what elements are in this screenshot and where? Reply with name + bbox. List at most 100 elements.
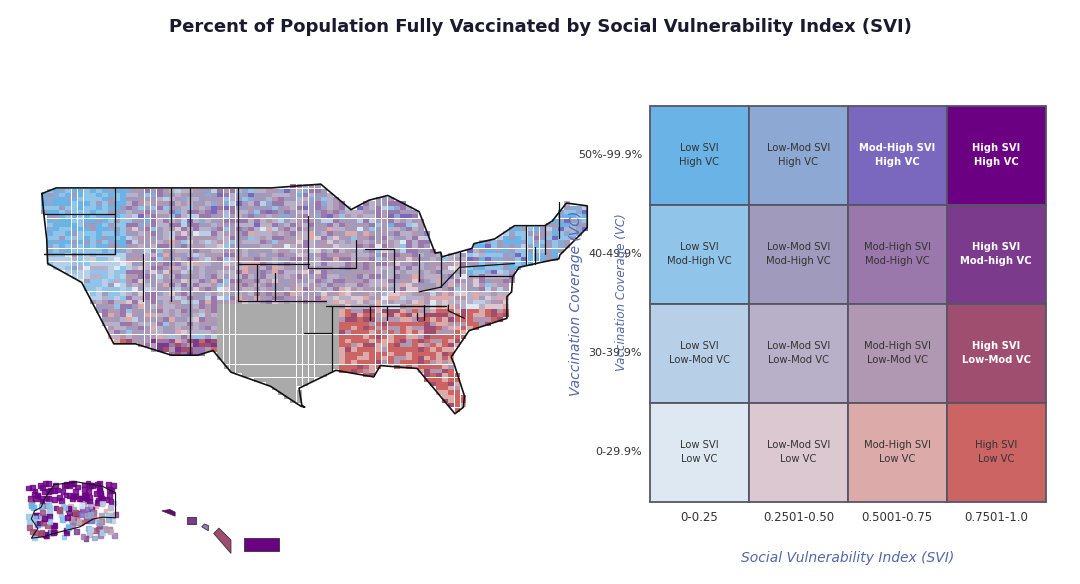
- Bar: [558, 249, 564, 253]
- Bar: [175, 244, 180, 248]
- Point: [104, 516, 121, 525]
- Bar: [175, 189, 180, 193]
- Bar: [314, 244, 321, 248]
- Bar: [510, 266, 515, 270]
- Bar: [314, 266, 321, 270]
- Point: [69, 482, 86, 492]
- Bar: [168, 317, 175, 322]
- Bar: [199, 244, 205, 248]
- Bar: [163, 283, 168, 287]
- Point: [87, 489, 105, 498]
- Point: [38, 501, 55, 510]
- Bar: [108, 335, 113, 339]
- Point: [46, 481, 64, 491]
- Bar: [168, 201, 175, 206]
- Bar: [333, 270, 339, 274]
- Bar: [272, 331, 278, 335]
- Bar: [279, 364, 284, 369]
- Bar: [181, 335, 187, 339]
- Bar: [193, 274, 199, 279]
- Bar: [346, 240, 351, 244]
- Bar: [217, 300, 224, 304]
- Bar: [272, 223, 278, 227]
- Point: [84, 513, 102, 522]
- Bar: [321, 300, 326, 304]
- Bar: [448, 287, 455, 291]
- Bar: [66, 210, 71, 214]
- Bar: [48, 244, 53, 248]
- Bar: [279, 382, 284, 386]
- Bar: [242, 283, 247, 287]
- Bar: [406, 335, 411, 339]
- Bar: [297, 193, 302, 197]
- Bar: [497, 296, 503, 300]
- Bar: [297, 236, 302, 240]
- Point: [94, 528, 111, 537]
- Bar: [242, 206, 247, 210]
- Bar: [235, 364, 242, 369]
- Bar: [163, 335, 168, 339]
- Bar: [84, 210, 90, 214]
- Bar: [552, 227, 557, 231]
- Bar: [473, 296, 478, 300]
- Bar: [491, 313, 497, 317]
- Bar: [381, 218, 388, 223]
- Bar: [48, 218, 53, 223]
- Bar: [212, 291, 217, 296]
- Bar: [71, 223, 78, 227]
- Bar: [302, 218, 309, 223]
- Bar: [497, 257, 503, 262]
- Bar: [199, 214, 205, 218]
- Bar: [66, 214, 71, 218]
- Bar: [369, 326, 375, 330]
- Bar: [376, 331, 381, 335]
- Bar: [217, 253, 224, 257]
- Bar: [302, 377, 309, 381]
- Bar: [71, 197, 78, 201]
- Bar: [406, 210, 411, 214]
- Bar: [357, 262, 363, 266]
- Bar: [205, 210, 212, 214]
- Bar: [181, 253, 187, 257]
- Bar: [230, 206, 235, 210]
- Bar: [321, 296, 326, 300]
- Bar: [497, 279, 503, 283]
- Bar: [381, 309, 388, 313]
- Bar: [314, 317, 321, 322]
- Bar: [309, 201, 314, 206]
- Bar: [284, 210, 291, 214]
- Bar: [284, 339, 291, 343]
- Bar: [120, 339, 126, 343]
- Bar: [430, 309, 436, 313]
- Point: [70, 493, 87, 503]
- Bar: [266, 335, 272, 339]
- Bar: [357, 244, 363, 248]
- Bar: [333, 296, 339, 300]
- Point: [86, 502, 104, 511]
- Bar: [503, 257, 509, 262]
- Bar: [333, 360, 339, 364]
- Bar: [381, 296, 388, 300]
- Bar: [205, 240, 212, 244]
- Bar: [266, 304, 272, 308]
- Bar: [309, 360, 314, 364]
- Bar: [455, 408, 460, 412]
- Bar: [309, 223, 314, 227]
- Bar: [406, 313, 411, 317]
- Bar: [242, 240, 247, 244]
- Bar: [436, 386, 442, 390]
- Bar: [157, 253, 162, 257]
- Bar: [217, 347, 224, 352]
- Bar: [126, 210, 132, 214]
- Bar: [150, 309, 157, 313]
- Bar: [187, 223, 193, 227]
- Bar: [205, 201, 212, 206]
- Bar: [570, 231, 576, 235]
- Bar: [66, 244, 71, 248]
- Bar: [217, 262, 224, 266]
- Bar: [53, 266, 59, 270]
- Bar: [327, 257, 333, 262]
- Bar: [163, 287, 168, 291]
- Bar: [102, 236, 108, 240]
- Bar: [279, 377, 284, 381]
